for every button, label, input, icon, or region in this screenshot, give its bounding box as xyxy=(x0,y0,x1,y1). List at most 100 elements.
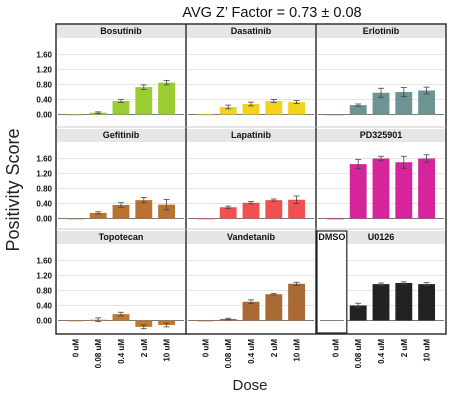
bar xyxy=(89,212,107,219)
y-tick-label: 1.60 xyxy=(36,155,52,164)
panel-title: Dasatinib xyxy=(231,26,272,36)
panel-strip xyxy=(317,25,445,38)
x-tick-label: 0.08 uM xyxy=(224,339,233,369)
x-tick-label: 0.4 uM xyxy=(247,339,256,364)
bar xyxy=(288,199,306,219)
x-tick-label: 0.08 uM xyxy=(94,339,103,369)
y-tick-label: 0.80 xyxy=(36,287,52,296)
bar xyxy=(219,207,237,219)
bar xyxy=(349,305,367,321)
y-tick-label: 0.80 xyxy=(36,81,52,90)
panel-title: Vandetanib xyxy=(227,232,276,242)
inset-box xyxy=(316,230,348,334)
bar xyxy=(395,283,413,321)
bar xyxy=(288,102,306,115)
bar xyxy=(158,204,176,219)
y-tick-label: 0.80 xyxy=(36,185,52,194)
bar xyxy=(372,284,390,321)
x-tick-label: 2 uM xyxy=(140,339,149,358)
bar xyxy=(372,158,390,219)
x-tick-label: 10 uM xyxy=(163,339,172,362)
panel-gefitinib: Gefitinib 1.60 1.20 0.80 0.40 0.00 xyxy=(36,129,185,224)
bar xyxy=(395,162,413,219)
y-tick-label: 0.40 xyxy=(36,96,52,105)
x-tick-label: 0 uM xyxy=(201,339,210,358)
y-tick-label: 1.20 xyxy=(36,170,52,179)
y-tick-label: 1.20 xyxy=(36,272,52,281)
y-tick-label: 1.60 xyxy=(36,257,52,266)
y-axis-label: Positivity Score xyxy=(3,128,23,251)
y-tick-label: 0.00 xyxy=(36,111,52,120)
panel-strip xyxy=(187,129,315,142)
bar xyxy=(242,301,260,321)
panel-strip xyxy=(57,231,185,244)
x-tick-label: 2 uM xyxy=(400,339,409,358)
bar xyxy=(135,200,153,219)
bar xyxy=(418,284,436,321)
bar xyxy=(135,87,153,115)
panel-u0126: U0126 DMSO xyxy=(316,230,445,334)
x-tick-label: 0.4 uM xyxy=(117,339,126,364)
panel-pd325901: PD325901 xyxy=(317,129,445,220)
panel-title: Gefitinib xyxy=(103,130,140,140)
bar xyxy=(66,218,84,220)
bar xyxy=(372,92,390,115)
x-axis-label: Dose xyxy=(232,377,267,394)
panel-lapatinib: Lapatinib xyxy=(187,129,315,220)
panel-vandetanib: Vandetanib xyxy=(187,231,315,322)
bar xyxy=(395,92,413,115)
x-tick-label: 0 uM xyxy=(331,339,340,358)
bar xyxy=(265,101,283,115)
y-tick-label: 0.40 xyxy=(36,302,52,311)
inset-label: DMSO xyxy=(318,232,345,242)
y-tick-label: 1.20 xyxy=(36,66,52,75)
bar xyxy=(242,104,260,115)
bar xyxy=(265,294,283,321)
x-tick-label: 0.08 uM xyxy=(354,339,363,369)
bar xyxy=(418,90,436,115)
panel-strip xyxy=(317,231,445,244)
bar xyxy=(112,205,130,219)
x-tick-label: 10 uM xyxy=(423,339,432,362)
bar xyxy=(196,320,214,322)
panel-erlotinib: Erlotinib xyxy=(317,25,445,116)
chart-title: AVG Z’ Factor = 0.73 ± 0.08 xyxy=(182,5,361,21)
y-tick-label: 1.60 xyxy=(36,51,52,60)
bar xyxy=(349,105,367,115)
bar xyxy=(196,114,214,116)
bar xyxy=(196,218,214,220)
bar xyxy=(158,82,176,115)
panel-strip xyxy=(187,25,315,38)
bar xyxy=(349,164,367,219)
panel-grid: Bosutinib 1.60 1.20 0.80 0.40 0.00 Dasatinib Er… xyxy=(36,23,447,335)
x-tick-label: 2 uM xyxy=(270,339,279,358)
y-tick-label: 0.00 xyxy=(36,317,52,326)
bar xyxy=(418,158,436,219)
bar xyxy=(242,202,260,219)
panel-title: Topotecan xyxy=(99,232,144,242)
bar xyxy=(219,107,237,115)
panel-strip xyxy=(317,129,445,142)
bar xyxy=(112,101,130,115)
x-tick-label: 10 uM xyxy=(293,339,302,362)
bar xyxy=(135,320,153,327)
panel-strip xyxy=(187,231,315,244)
panel-title: Lapatinib xyxy=(231,130,272,140)
panel-bosutinib: Bosutinib 1.60 1.20 0.80 0.40 0.00 xyxy=(36,25,185,120)
panel-title: PD325901 xyxy=(360,130,403,140)
x-tick-label: 0.4 uM xyxy=(377,339,386,364)
bar xyxy=(66,320,84,322)
y-tick-label: 0.00 xyxy=(36,215,52,224)
panel-title: Erlotinib xyxy=(363,26,400,36)
bar xyxy=(288,283,306,321)
panel-strip xyxy=(57,129,185,142)
panel-title: U0126 xyxy=(368,232,395,242)
panel-topotecan: Topotecan 1.60 1.20 0.80 0.40 0.00 xyxy=(36,231,185,330)
panel-dasatinib: Dasatinib xyxy=(187,25,315,116)
panel-title: Bosutinib xyxy=(100,26,142,36)
x-tick-label: 0 uM xyxy=(71,339,80,358)
panel-grid-frame xyxy=(55,23,447,335)
x-tick-labels: 0 uM 0.08 uM 0.4 uM 2 uM 10 uM 0 uM 0.08 uM 0.4… xyxy=(71,339,431,369)
bar xyxy=(112,314,130,321)
